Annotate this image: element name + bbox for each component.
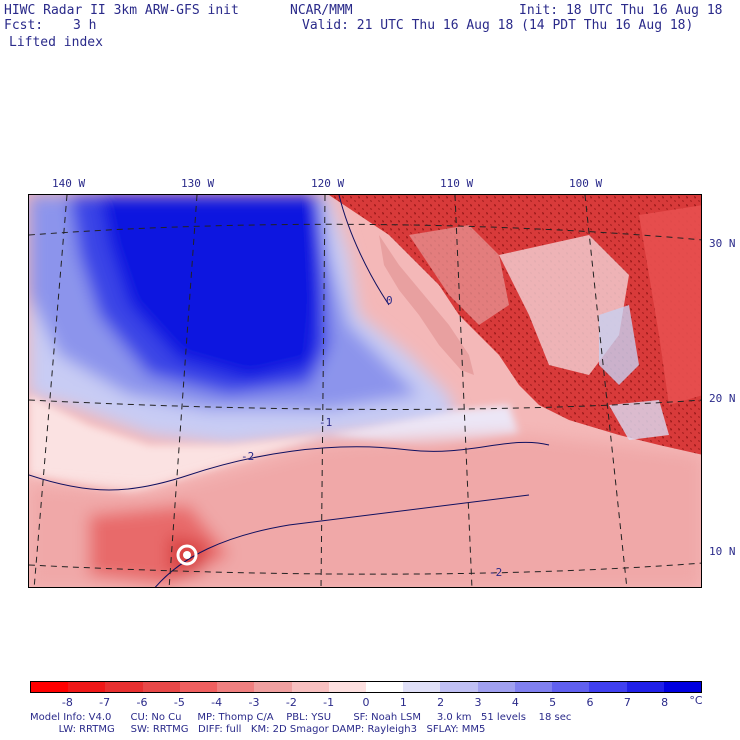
valid-time: Valid: 21 UTC Thu 16 Aug 18 (14 PDT Thu …: [302, 18, 694, 33]
lon-label: 110 W: [440, 177, 474, 190]
colorbar-tick-label: 1: [399, 696, 407, 709]
colorbar-tick-label: 8: [661, 696, 669, 709]
colorbar-tick-label: 0: [362, 696, 370, 709]
colorbar-tick-label: -2: [285, 696, 297, 709]
colorbar-swatch: [291, 682, 329, 692]
colorbar-tick-label: 3: [474, 696, 482, 709]
contour-label: -2: [489, 566, 503, 579]
colorbar-swatch: [365, 682, 404, 692]
lon-label: 100 W: [569, 177, 603, 190]
lon-label: 130 W: [181, 177, 215, 190]
fcst-label: Fcst:: [4, 18, 44, 33]
org-label: NCAR/MMM: [290, 3, 353, 18]
colorbar-swatch: [328, 682, 366, 692]
baja-peninsula: [379, 235, 474, 375]
colorbar-swatch: [403, 682, 441, 692]
contour-label: -1: [319, 416, 333, 429]
colorbar-tick-label: -3: [248, 696, 260, 709]
colorbar-swatch: [626, 682, 664, 692]
colorbar-tick-label: 4: [511, 696, 519, 709]
colorbar-swatch: [589, 682, 627, 692]
colorbar-swatch: [31, 682, 69, 692]
colorbar-swatch: [142, 682, 180, 692]
colorbar-swatch: [105, 682, 143, 692]
colorbar-tick-label: 5: [549, 696, 557, 709]
lat-label: 30 N: [709, 237, 736, 250]
model-info-line1: Model Info: V4.0 CU: No Cu MP: Thomp C/A…: [30, 712, 572, 723]
colorbar-swatch: [514, 682, 553, 692]
model-info-line2: LW: RRTMG SW: RRTMG DIFF: full KM: 2D Sm…: [30, 724, 486, 735]
colorbar-swatch: [254, 682, 292, 692]
lat-label: 20 N: [709, 392, 736, 405]
stable-region: [29, 195, 459, 445]
contours: [29, 195, 550, 587]
colorbar-tick-label: -4: [211, 696, 223, 709]
colorbar-swatch: [179, 682, 218, 692]
colorbar-tick-label: -1: [323, 696, 335, 709]
colorbar-tick-label: -8: [61, 696, 73, 709]
storm-swirl: [176, 544, 198, 566]
colorbar-swatch: [217, 682, 255, 692]
colorbar-swatch: [68, 682, 106, 692]
colorbar-tick-label: 6: [586, 696, 594, 709]
model-title: HIWC Radar II 3km ARW-GFS init: [4, 3, 239, 18]
field-name: Lifted index: [9, 35, 103, 50]
latlon-grid: [29, 195, 701, 587]
lon-label: 140 W: [52, 177, 86, 190]
colorbar: [30, 681, 702, 693]
init-time: Init: 18 UTC Thu 16 Aug 18: [519, 3, 723, 18]
contour-label: 0: [386, 294, 393, 307]
contour-label: -2: [241, 450, 255, 463]
colorbar-tick-label: -7: [99, 696, 111, 709]
colorbar-unit: °C: [689, 694, 703, 707]
lifted-index-map: -2 -2 -1 0: [28, 194, 702, 588]
colorbar-swatch: [552, 682, 590, 692]
colorbar-swatch: [440, 682, 478, 692]
lon-label: 120 W: [311, 177, 345, 190]
lat-label: 10 N: [709, 545, 736, 558]
colorbar-swatch: [663, 682, 701, 692]
colorbar-tick-label: 7: [623, 696, 631, 709]
colorbar-tick-label: -5: [173, 696, 185, 709]
colorbar-tick-label: -6: [136, 696, 148, 709]
fcst-value: 3 h: [73, 18, 97, 33]
map-canvas: [29, 195, 701, 587]
colorbar-tick-label: 2: [437, 696, 445, 709]
colorbar-swatch: [477, 682, 515, 692]
